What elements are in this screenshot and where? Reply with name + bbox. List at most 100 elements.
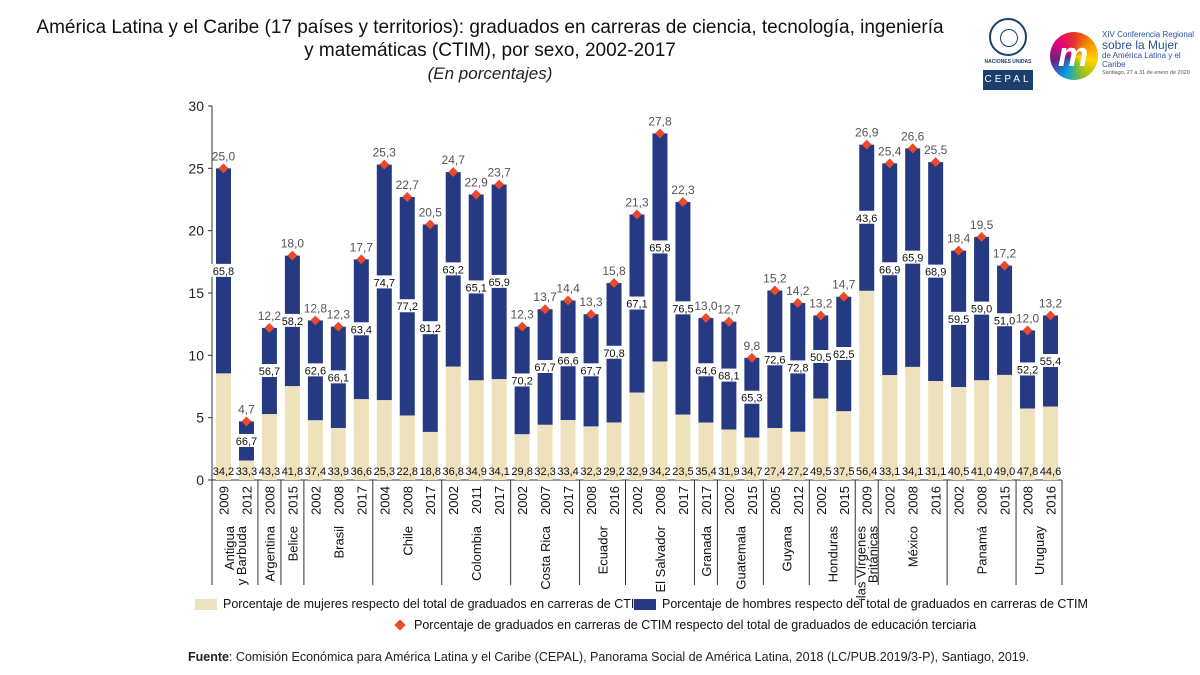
total-marker [723, 316, 734, 327]
country-label: Chile [400, 526, 415, 556]
men-label-bg [785, 360, 810, 374]
total-marker [838, 291, 849, 302]
men-label-bg [1038, 354, 1063, 368]
men-value-label: 52,2 [1017, 364, 1038, 376]
men-label-bg [808, 349, 833, 363]
bar-women [606, 422, 622, 480]
women-value-label: 32,3 [580, 466, 601, 478]
total-marker [1022, 325, 1033, 336]
y-tick-label: 0 [196, 472, 204, 488]
bar-women [560, 420, 576, 480]
women-value-label: 35,4 [695, 466, 716, 478]
women-value-label: 29,8 [511, 466, 532, 478]
men-label-bg [464, 280, 489, 294]
total-marker [907, 143, 918, 154]
men-label-bg [303, 363, 328, 377]
total-marker [632, 209, 642, 220]
year-label: 2009 [216, 486, 231, 515]
y-tick-label: 25 [188, 160, 204, 176]
women-value-label: 43,3 [259, 466, 280, 478]
men-label-bg [418, 321, 443, 335]
women-value-label: 49,5 [810, 466, 831, 478]
year-label: 2002 [630, 486, 645, 515]
bar-women [859, 290, 875, 480]
women-value-label: 47,8 [1017, 466, 1038, 478]
country-label: Honduras [825, 526, 840, 583]
men-value-label: 66,6 [557, 355, 578, 367]
men-label-bg [831, 347, 856, 361]
total-value-label: 12,7 [717, 303, 741, 317]
un-logo: NACIONES UNIDAS [983, 18, 1033, 65]
bar-women [951, 387, 967, 480]
men-value-label: 58,2 [282, 316, 303, 328]
total-marker [792, 298, 803, 308]
total-value-label: 24,7 [442, 153, 466, 167]
men-label-bg [1015, 362, 1040, 376]
legend-label-men: Porcentaje de hombres respecto del total… [662, 597, 1088, 611]
men-label-bg [877, 262, 902, 276]
country-label: Islas Vírgenes [854, 526, 869, 600]
men-value-label: 43,6 [856, 213, 877, 225]
country-label: Guyana [779, 525, 794, 571]
women-value-label: 31,9 [718, 466, 739, 478]
total-value-label: 15,8 [602, 264, 626, 278]
bar-women [767, 428, 783, 480]
men-label-bg [510, 373, 535, 387]
year-label: 2015 [837, 486, 852, 515]
conf-line-2: sobre la Mujer [1102, 38, 1179, 52]
total-marker [953, 245, 964, 256]
year-label: 2008 [975, 486, 990, 515]
total-marker [700, 312, 711, 323]
country-label: Guatemala [733, 525, 748, 589]
y-tick-label: 10 [188, 347, 204, 363]
men-value-label: 68,1 [718, 371, 739, 383]
bar-women [744, 437, 760, 480]
source-note: Fuente: Comisión Económica para América … [188, 650, 1029, 664]
men-label-bg [670, 301, 695, 315]
y-tick-label: 15 [188, 285, 204, 301]
country-label: Argentina [262, 525, 277, 581]
women-value-label: 23,5 [672, 466, 693, 478]
women-value-label: 33,9 [328, 466, 349, 478]
men-value-label: 72,8 [787, 362, 808, 374]
women-value-label: 34,2 [649, 466, 670, 478]
total-marker [563, 295, 574, 306]
women-value-label: 32,9 [626, 466, 647, 478]
year-label: 2008 [906, 486, 921, 515]
total-value-label: 25,3 [373, 146, 397, 160]
men-label-bg [556, 353, 581, 367]
total-value-label: 9,8 [744, 339, 761, 353]
year-label: 2017 [561, 486, 576, 515]
men-value-label: 65,9 [902, 253, 923, 265]
total-value-label: 25,0 [212, 149, 236, 163]
year-label: 2009 [860, 486, 875, 515]
year-label: 2008 [400, 486, 415, 515]
men-label-bg [395, 299, 420, 313]
women-value-label: 32,3 [534, 466, 555, 478]
year-label: 2002 [308, 486, 323, 515]
bar-women [422, 431, 438, 480]
bar-women [330, 428, 346, 480]
men-value-label: 66,7 [236, 436, 257, 448]
women-value-label: 34,1 [488, 466, 509, 478]
women-value-label: 22,8 [397, 466, 418, 478]
total-value-label: 14,4 [556, 281, 580, 295]
women-value-label: 34,7 [741, 466, 762, 478]
country-label: Brasil [331, 526, 346, 559]
men-label-bg [900, 250, 925, 264]
year-label: 2004 [377, 486, 392, 515]
chart-subtitle: (En porcentajes) [427, 64, 553, 83]
total-value-label: 15,2 [763, 272, 787, 286]
men-value-label: 65,9 [488, 277, 509, 289]
total-marker [861, 139, 872, 150]
total-marker [655, 128, 665, 139]
total-value-label: 17,7 [350, 240, 374, 254]
bar-women [537, 424, 553, 480]
men-value-label: 55,4 [1040, 356, 1061, 368]
bar-women [284, 386, 300, 480]
country-label: Ecuador [596, 525, 611, 574]
year-label: 2008 [1021, 486, 1036, 515]
men-label-bg [716, 368, 741, 382]
total-value-label: 20,5 [419, 205, 443, 219]
men-label-bg [211, 263, 236, 277]
